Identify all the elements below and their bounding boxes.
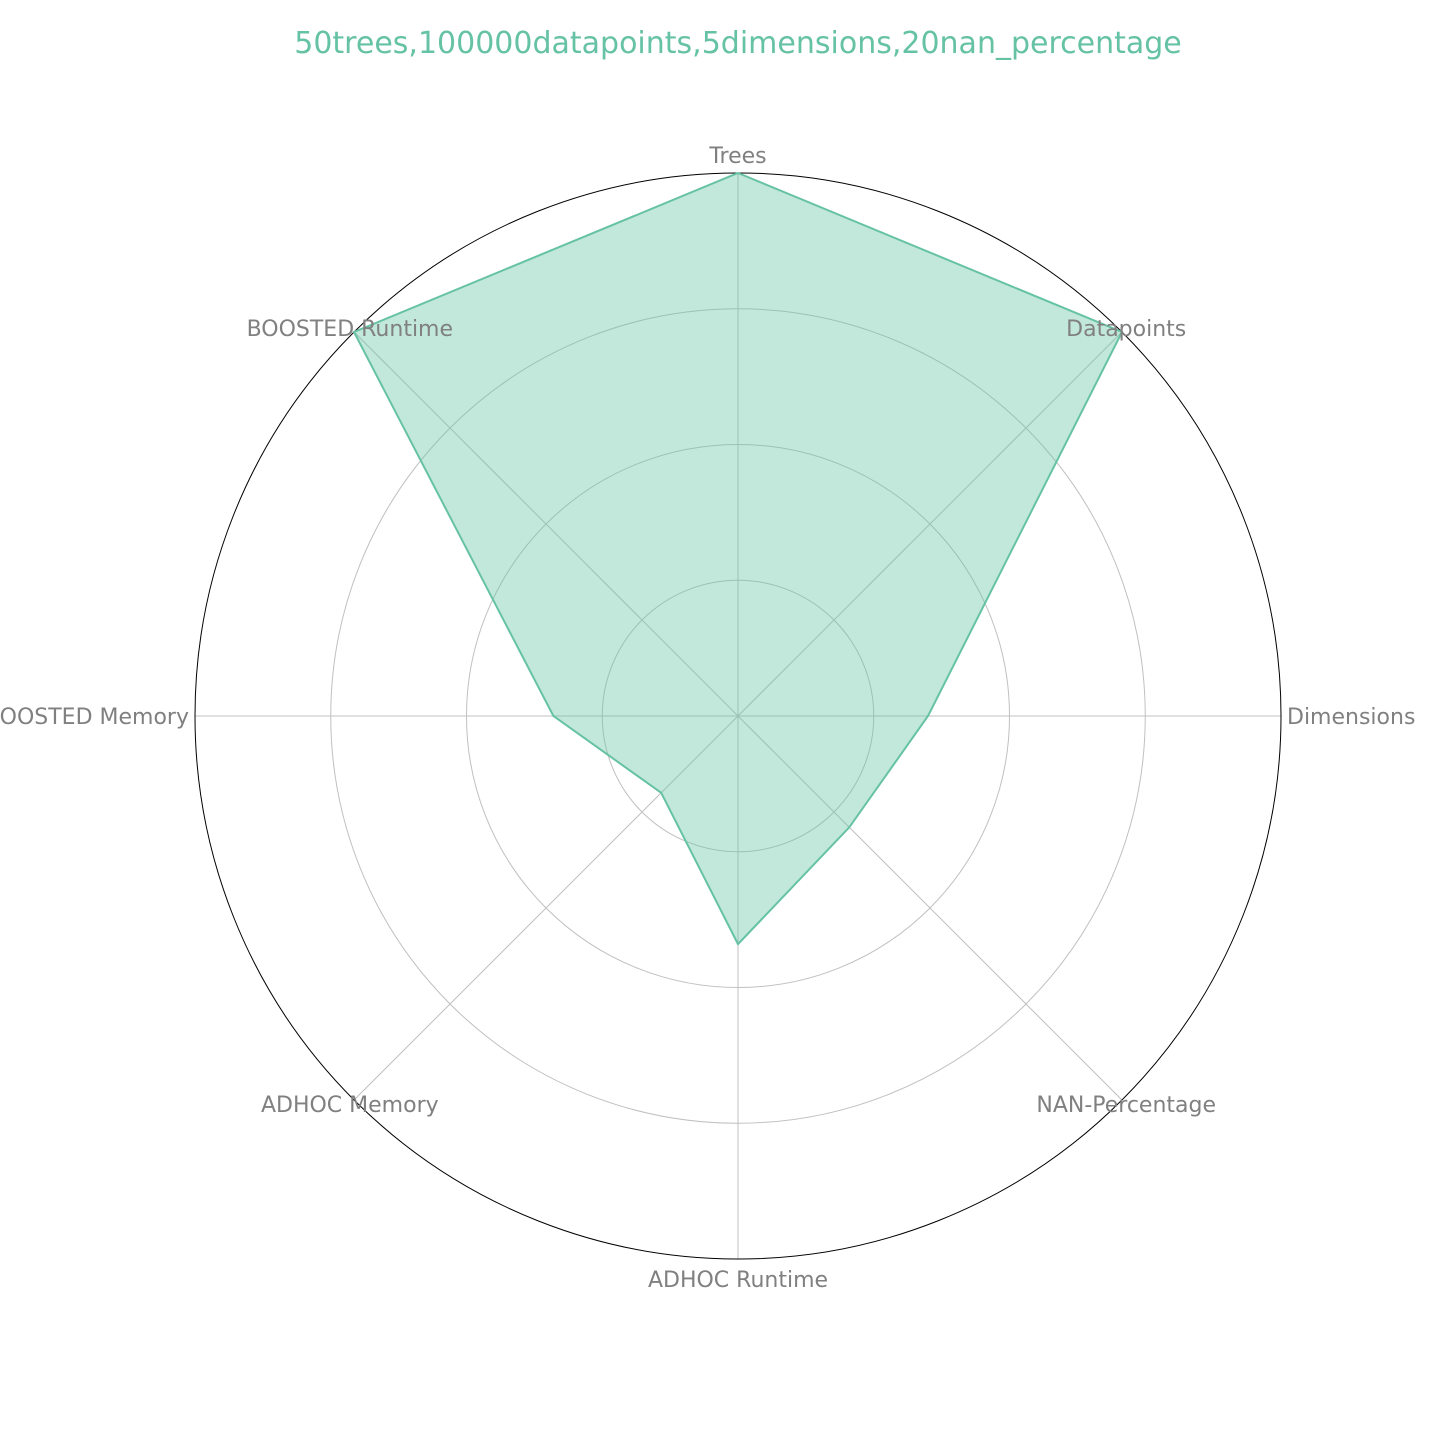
grid — [194, 172, 1282, 1260]
axis-label-boosted-memory: BOOSTED Memory — [0, 705, 189, 730]
axis-label-nan-percentage: NAN-Percentage — [1036, 1093, 1216, 1118]
axis-label-boosted-runtime: BOOSTED Runtime — [247, 317, 453, 342]
axis-label-datapoints: Datapoints — [1066, 317, 1186, 342]
chart-title: 50trees,100000datapoints,5dimensions,20n… — [294, 26, 1182, 61]
spoke-6 — [353, 715, 739, 1101]
series-1-area — [352, 171, 1124, 946]
spoke-4 — [737, 715, 1123, 1101]
spoke-8 — [353, 331, 739, 717]
spoke-2 — [737, 331, 1123, 717]
axis-label-dimensions: Dimensions — [1287, 705, 1415, 730]
axis-label-adhoc-memory: ADHOC Memory — [261, 1093, 439, 1118]
axis-label-adhoc-runtime: ADHOC Runtime — [648, 1268, 828, 1293]
data-series — [352, 171, 1124, 946]
axis-labels: Trees Datapoints Dimensions NAN-Percentage A… — [0, 144, 1415, 1293]
axis-label-trees: Trees — [708, 144, 766, 169]
